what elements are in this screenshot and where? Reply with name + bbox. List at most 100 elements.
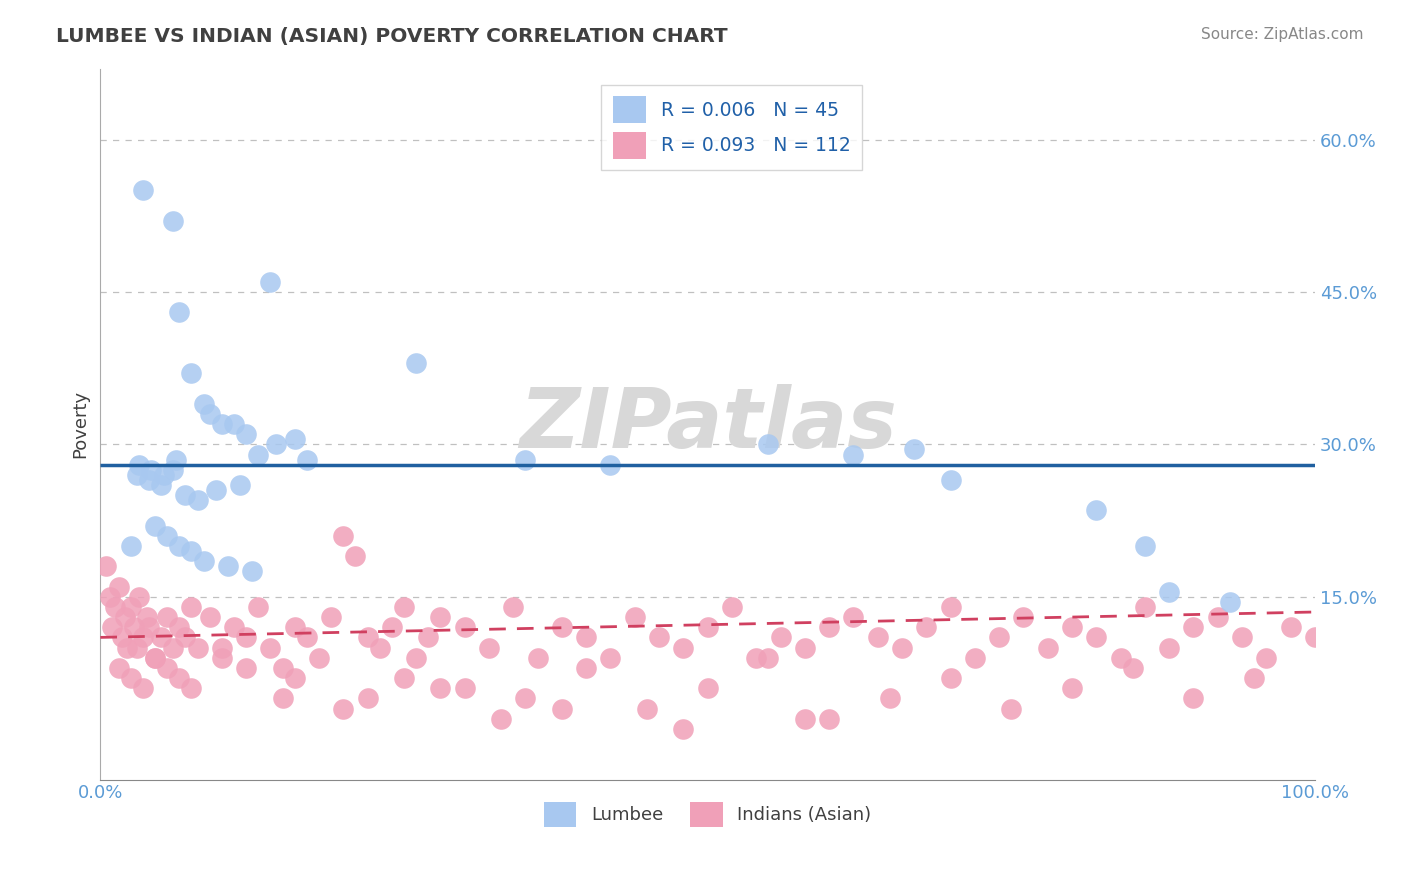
Point bbox=[186, 640, 208, 655]
Point bbox=[489, 712, 512, 726]
Point bbox=[418, 631, 440, 645]
Point bbox=[1219, 595, 1241, 609]
Point bbox=[162, 463, 184, 477]
Point bbox=[150, 631, 173, 645]
Point bbox=[1122, 661, 1144, 675]
Point bbox=[180, 681, 202, 696]
Point bbox=[156, 661, 179, 675]
Point bbox=[295, 452, 318, 467]
Point bbox=[247, 448, 270, 462]
Point bbox=[124, 620, 146, 634]
Point bbox=[114, 610, 136, 624]
Point bbox=[1230, 631, 1253, 645]
Point bbox=[235, 427, 257, 442]
Point bbox=[198, 610, 221, 624]
Point bbox=[636, 701, 658, 715]
Point bbox=[101, 620, 124, 634]
Point bbox=[169, 671, 191, 685]
Point bbox=[211, 417, 233, 431]
Point bbox=[266, 437, 288, 451]
Point bbox=[141, 463, 163, 477]
Point bbox=[1243, 671, 1265, 685]
Point bbox=[174, 631, 197, 645]
Point bbox=[454, 620, 477, 634]
Point bbox=[143, 650, 166, 665]
Point bbox=[169, 305, 191, 319]
Point bbox=[599, 458, 621, 472]
Point bbox=[332, 701, 354, 715]
Point bbox=[344, 549, 367, 563]
Point bbox=[128, 458, 150, 472]
Point bbox=[648, 631, 671, 645]
Text: Source: ZipAtlas.com: Source: ZipAtlas.com bbox=[1201, 27, 1364, 42]
Point bbox=[721, 599, 744, 614]
Point bbox=[793, 712, 815, 726]
Point bbox=[125, 640, 148, 655]
Point bbox=[259, 640, 281, 655]
Point bbox=[405, 356, 427, 370]
Point bbox=[988, 631, 1011, 645]
Point bbox=[392, 671, 415, 685]
Point bbox=[502, 599, 524, 614]
Point bbox=[284, 671, 307, 685]
Point bbox=[818, 712, 841, 726]
Point bbox=[381, 620, 404, 634]
Point bbox=[229, 478, 252, 492]
Point bbox=[818, 620, 841, 634]
Point bbox=[1085, 503, 1108, 517]
Point bbox=[152, 467, 174, 482]
Point bbox=[1012, 610, 1035, 624]
Point bbox=[222, 620, 245, 634]
Point bbox=[526, 650, 548, 665]
Legend: Lumbee, Indians (Asian): Lumbee, Indians (Asian) bbox=[537, 795, 879, 835]
Point bbox=[515, 691, 537, 706]
Point bbox=[842, 610, 865, 624]
Point bbox=[271, 691, 294, 706]
Point bbox=[1206, 610, 1229, 624]
Point bbox=[939, 599, 962, 614]
Point bbox=[1060, 620, 1083, 634]
Point bbox=[165, 452, 187, 467]
Point bbox=[107, 661, 129, 675]
Point bbox=[132, 183, 155, 197]
Point bbox=[672, 722, 695, 736]
Point bbox=[111, 631, 134, 645]
Point bbox=[321, 610, 343, 624]
Point bbox=[1133, 599, 1156, 614]
Point bbox=[696, 681, 718, 696]
Point bbox=[963, 650, 986, 665]
Point bbox=[211, 640, 233, 655]
Point bbox=[138, 473, 160, 487]
Point bbox=[745, 650, 768, 665]
Point bbox=[392, 599, 415, 614]
Point bbox=[1182, 620, 1205, 634]
Point bbox=[1060, 681, 1083, 696]
Point bbox=[132, 631, 155, 645]
Point bbox=[169, 539, 191, 553]
Point bbox=[368, 640, 391, 655]
Point bbox=[454, 681, 477, 696]
Point bbox=[405, 650, 427, 665]
Point bbox=[96, 559, 118, 574]
Point bbox=[356, 691, 378, 706]
Point bbox=[515, 452, 537, 467]
Point bbox=[1036, 640, 1059, 655]
Point bbox=[174, 488, 197, 502]
Point bbox=[271, 661, 294, 675]
Point bbox=[204, 483, 226, 497]
Point bbox=[939, 671, 962, 685]
Point bbox=[429, 610, 451, 624]
Point bbox=[891, 640, 914, 655]
Point bbox=[429, 681, 451, 696]
Point bbox=[1303, 631, 1326, 645]
Point bbox=[551, 620, 574, 634]
Point bbox=[156, 610, 179, 624]
Point bbox=[1182, 691, 1205, 706]
Point bbox=[599, 650, 621, 665]
Point bbox=[575, 631, 598, 645]
Point bbox=[128, 590, 150, 604]
Point bbox=[1109, 650, 1132, 665]
Point bbox=[284, 620, 307, 634]
Point bbox=[162, 640, 184, 655]
Point bbox=[575, 661, 598, 675]
